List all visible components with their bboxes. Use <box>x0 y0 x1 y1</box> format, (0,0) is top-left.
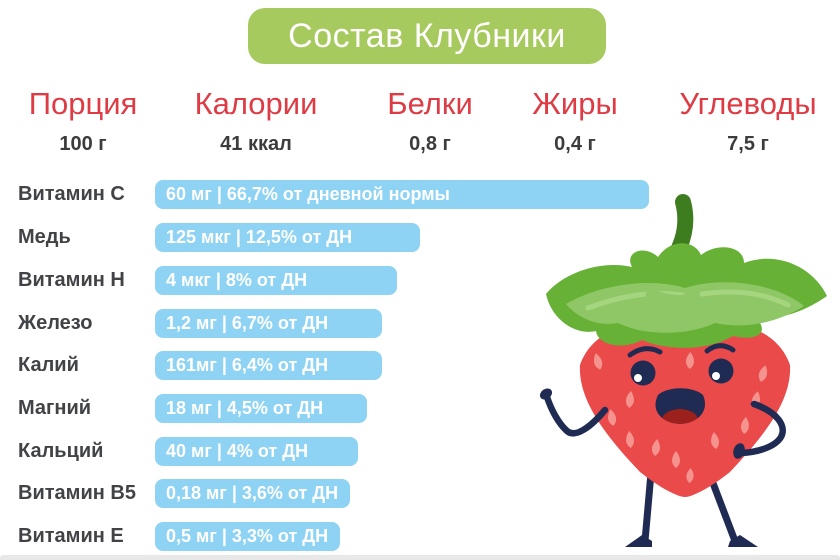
nutrient-bar-label: 161мг | 6,4% от ДН <box>166 355 329 375</box>
strawberry-foot-right <box>728 535 758 547</box>
nutrient-bar-label: 0,5 мг | 3,3% от ДН <box>166 526 329 546</box>
macro-label: Жиры <box>532 86 618 121</box>
macro-label: Белки <box>387 86 473 121</box>
nutrient-bar-label: 40 мг | 4% от ДН <box>166 441 309 461</box>
hand-left-icon <box>539 388 553 400</box>
macro-column: Калории 41 ккал <box>166 84 346 156</box>
macro-label: Углеводы <box>679 86 817 121</box>
strawberry-foot-left <box>625 535 652 547</box>
macro-value: 100 г <box>59 133 107 155</box>
nutrient-bar: 0,18 мг | 3,6% от ДН <box>155 479 350 508</box>
nutrient-bar: 18 мг | 4,5% от ДН <box>155 394 367 423</box>
nutrient-bar: 40 мг | 4% от ДН <box>155 437 358 466</box>
nutrient-bar-label: 4 мкг | 8% от ДН <box>166 270 308 290</box>
nutrient-label: Медь <box>18 226 71 248</box>
nutrient-label: Магний <box>18 397 92 419</box>
macro-column: Жиры 0,4 г <box>485 84 665 156</box>
nutrient-label: Витамин H <box>18 269 125 291</box>
nutrient-bar-label: 60 мг | 66,7% от дневной нормы <box>166 184 450 204</box>
macro-label: Калории <box>194 86 318 121</box>
nutrient-bar-label: 0,18 мг | 3,6% от ДН <box>166 483 339 503</box>
nutrient-bar-label: 18 мг | 4,5% от ДН <box>166 398 324 418</box>
nutrient-label: Калий <box>18 354 79 376</box>
strawberry-mascot <box>539 194 827 547</box>
macro-column: Белки 0,8 г <box>340 84 520 156</box>
nutrient-bar: 60 мг | 66,7% от дневной нормы <box>155 180 649 209</box>
eyebrow-left-icon <box>627 346 663 358</box>
macro-value: 41 ккал <box>220 133 292 155</box>
macro-value: 0,4 г <box>554 133 596 155</box>
macro-value: 0,8 г <box>409 133 451 155</box>
nutrient-bar: 125 мкг | 12,5% от ДН <box>155 223 420 252</box>
title-banner: Состав Клубники <box>248 8 606 64</box>
macro-column: Порция 100 г <box>0 84 173 156</box>
nutrient-bar-label: 1,2 мг | 6,7% от ДН <box>166 313 329 333</box>
nutrient-bar: 1,2 мг | 6,7% от ДН <box>155 309 382 338</box>
macro-value: 7,5 г <box>727 133 769 155</box>
page-title: Состав Клубники <box>288 16 566 55</box>
nutrient-bar: 161мг | 6,4% от ДН <box>155 351 382 380</box>
eyebrow-right-icon <box>704 343 736 354</box>
macro-column: Углеводы 7,5 г <box>658 84 838 156</box>
strawberry-arms <box>543 393 786 457</box>
eye-right-icon <box>708 358 734 384</box>
bottom-divider <box>0 555 840 560</box>
nutrient-label: Железо <box>18 312 93 334</box>
nutrient-label: Витамин C <box>18 183 125 205</box>
macro-label: Порция <box>28 86 138 121</box>
strawberry-leaves-icon <box>546 243 827 348</box>
hand-right-icon <box>733 443 745 459</box>
strawberry-face <box>627 343 736 424</box>
nutrient-bar: 0,5 мг | 3,3% от ДН <box>155 522 340 551</box>
nutrient-label: Витамин E <box>18 525 124 547</box>
nutrient-label: Кальций <box>18 440 104 462</box>
nutrient-bar-label: 125 мкг | 12,5% от ДН <box>166 227 353 247</box>
nutrient-bar: 4 мкг | 8% от ДН <box>155 266 397 295</box>
nutrient-label: Витамин B5 <box>18 482 136 504</box>
eye-left-icon <box>630 360 656 386</box>
